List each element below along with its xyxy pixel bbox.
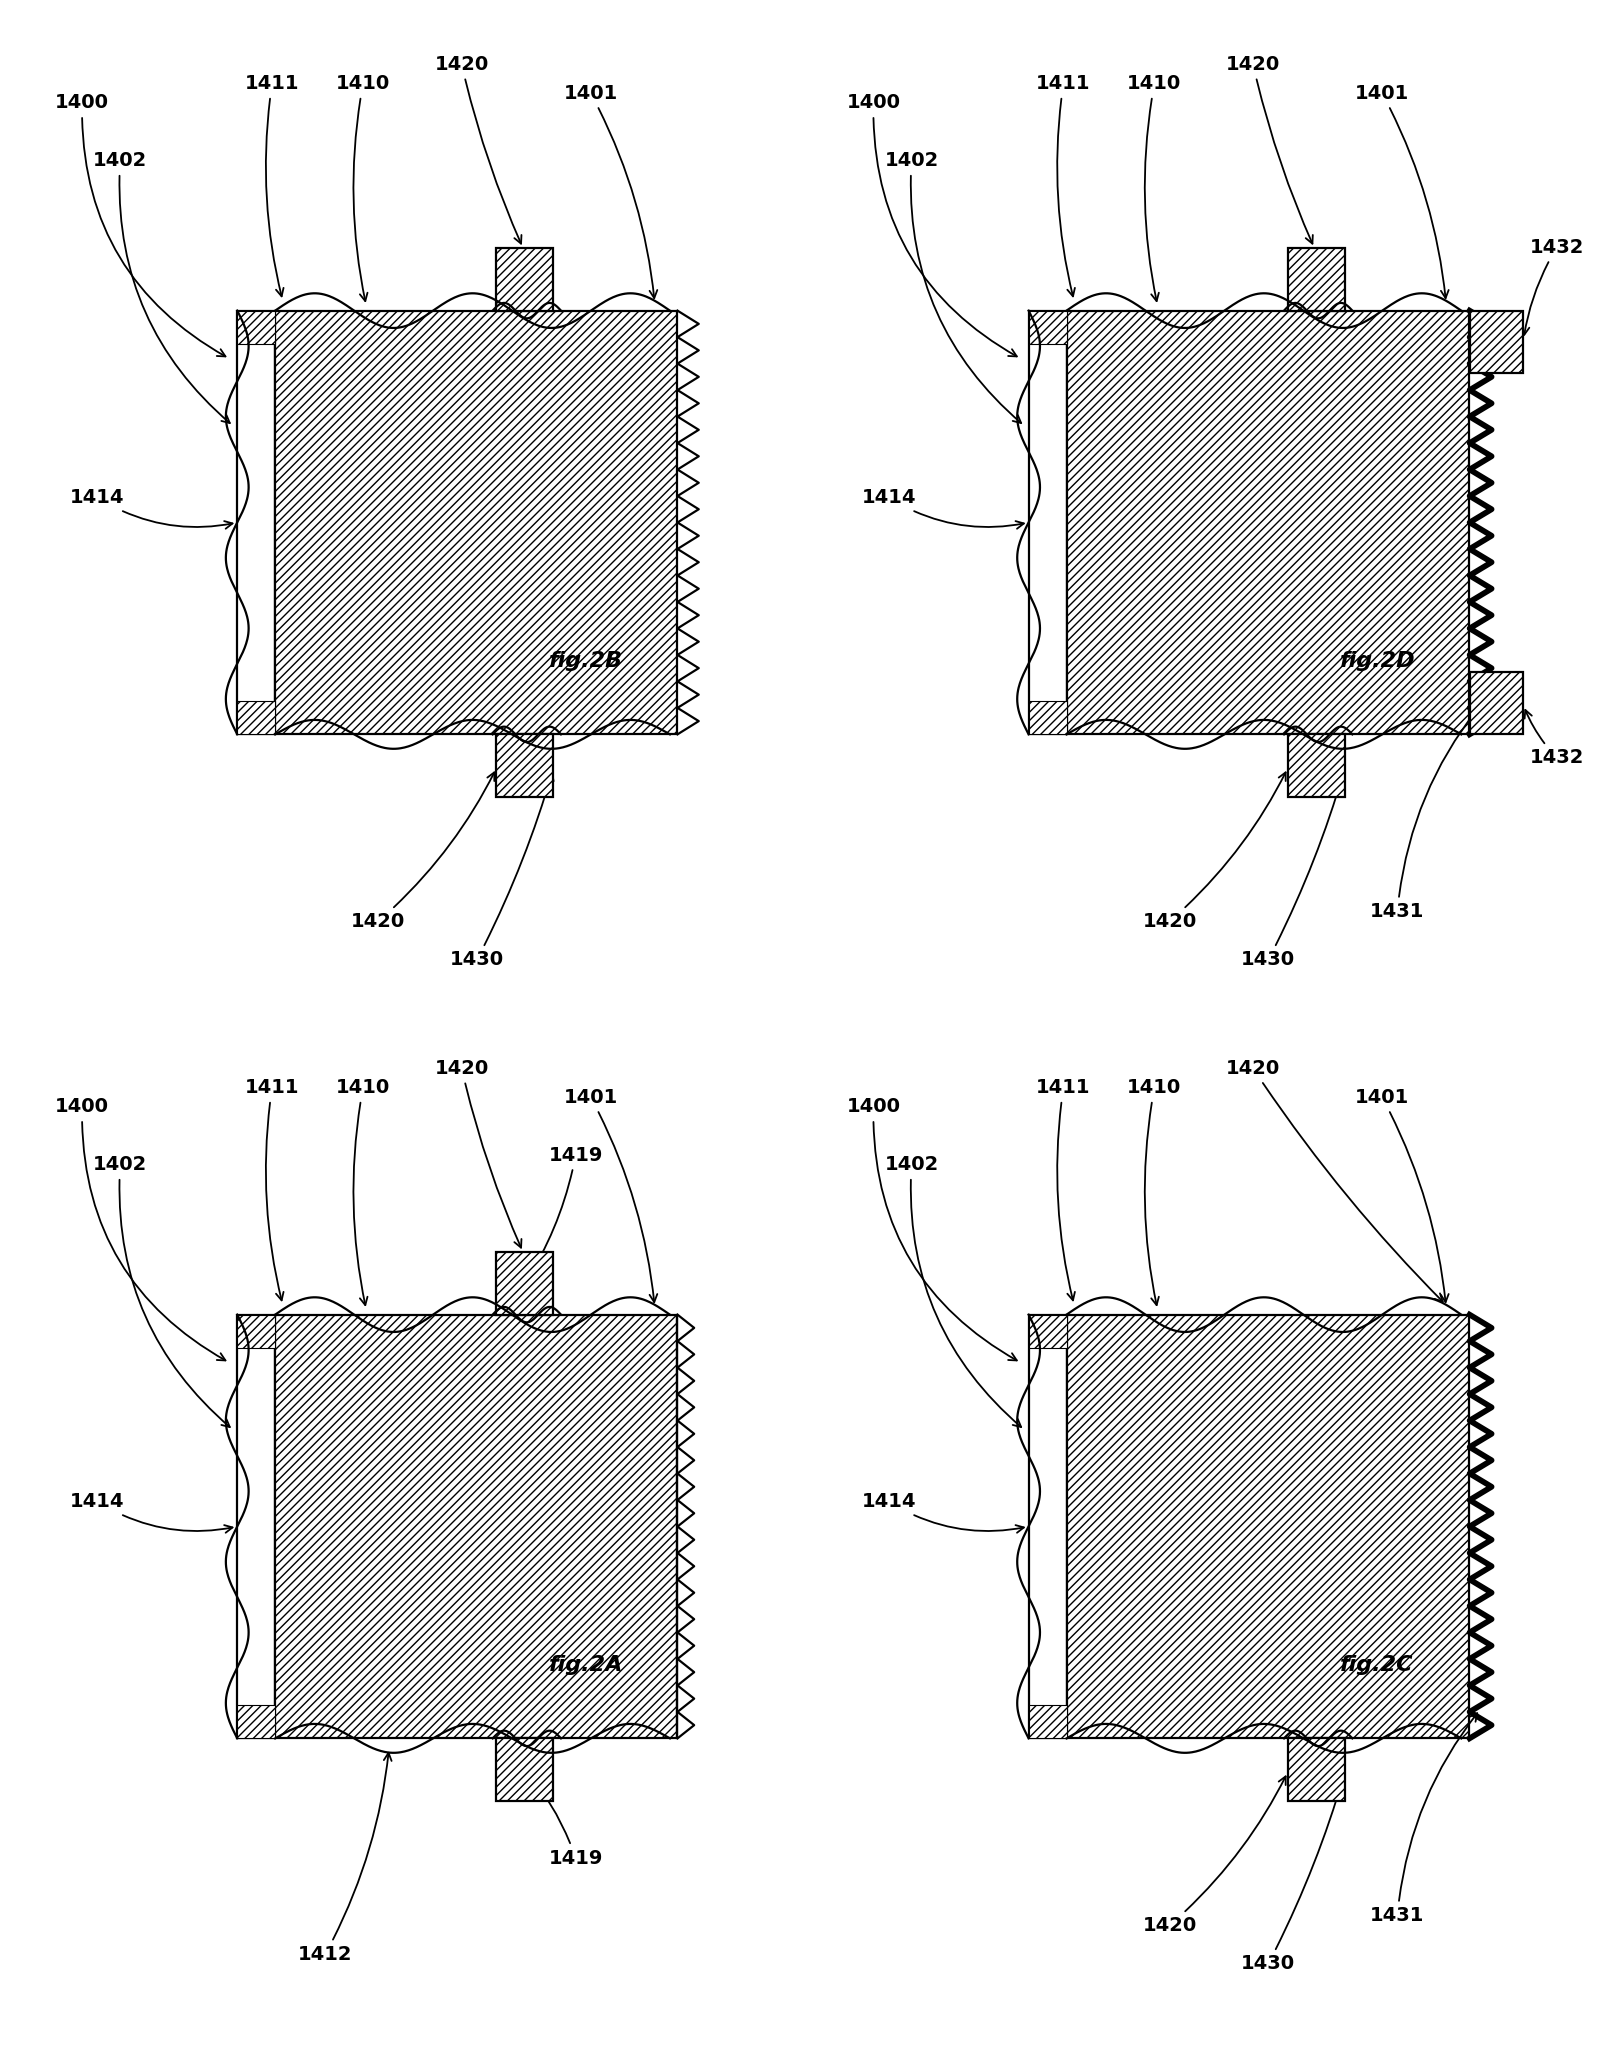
- Text: 1401: 1401: [1354, 1088, 1448, 1303]
- Bar: [1469, 311, 1522, 373]
- Text: 1402: 1402: [884, 1156, 1020, 1426]
- Bar: [1286, 734, 1344, 797]
- FancyBboxPatch shape: [1028, 311, 1065, 734]
- Text: 1430: 1430: [1240, 772, 1344, 969]
- Text: 1411: 1411: [245, 1078, 299, 1301]
- Text: 1414: 1414: [862, 1492, 1023, 1533]
- Text: 1420: 1420: [1141, 772, 1285, 930]
- Text: 1420: 1420: [350, 772, 494, 930]
- Text: 1411: 1411: [1036, 74, 1089, 297]
- Bar: [495, 734, 554, 797]
- Text: 1432: 1432: [1524, 709, 1583, 766]
- Bar: [1065, 1315, 1467, 1738]
- Text: 1410: 1410: [1127, 1078, 1181, 1305]
- Bar: [237, 1315, 274, 1348]
- Text: 1419: 1419: [526, 1770, 602, 1867]
- Text: 1410: 1410: [336, 74, 391, 301]
- FancyBboxPatch shape: [237, 311, 274, 734]
- Bar: [274, 311, 678, 734]
- Text: 1400: 1400: [55, 1098, 226, 1361]
- Text: 1410: 1410: [336, 1078, 391, 1305]
- Text: 1401: 1401: [563, 1088, 657, 1303]
- Text: 1401: 1401: [563, 84, 657, 299]
- Text: 1420: 1420: [1225, 55, 1312, 244]
- Text: 1410: 1410: [1127, 74, 1181, 301]
- Text: 1400: 1400: [846, 1098, 1017, 1361]
- Text: 1414: 1414: [71, 488, 232, 529]
- Text: 1401: 1401: [1354, 84, 1448, 299]
- Text: 1430: 1430: [1240, 1776, 1344, 1973]
- Text: 1400: 1400: [846, 94, 1017, 357]
- Text: 1412: 1412: [299, 1752, 391, 1963]
- Bar: [495, 248, 554, 311]
- Bar: [1028, 701, 1065, 734]
- Text: fig.2C: fig.2C: [1340, 1656, 1412, 1674]
- Text: 1431: 1431: [1369, 709, 1477, 922]
- Text: 1420: 1420: [434, 1059, 521, 1248]
- Text: 1420: 1420: [434, 55, 521, 244]
- Bar: [274, 1315, 678, 1738]
- Bar: [1286, 1738, 1344, 1801]
- Text: 1420: 1420: [1141, 1776, 1285, 1934]
- Bar: [237, 701, 274, 734]
- Text: fig.2A: fig.2A: [549, 1656, 623, 1674]
- Bar: [495, 1252, 554, 1315]
- Text: 1411: 1411: [1036, 1078, 1089, 1301]
- Text: 1430: 1430: [449, 772, 554, 969]
- Text: 1420: 1420: [1225, 1059, 1441, 1301]
- Text: 1414: 1414: [71, 1492, 232, 1533]
- Bar: [237, 1705, 274, 1738]
- Bar: [1469, 672, 1522, 734]
- Text: fig.2D: fig.2D: [1340, 652, 1414, 670]
- Bar: [1028, 1315, 1065, 1348]
- Text: 1419: 1419: [525, 1145, 602, 1283]
- FancyBboxPatch shape: [1028, 1315, 1065, 1738]
- Text: 1402: 1402: [94, 1156, 229, 1426]
- Bar: [1286, 248, 1344, 311]
- Text: 1402: 1402: [94, 152, 229, 422]
- Text: fig.2B: fig.2B: [549, 652, 621, 670]
- Text: 1400: 1400: [55, 94, 226, 357]
- Text: 1431: 1431: [1369, 1713, 1477, 1926]
- Text: 1411: 1411: [245, 74, 299, 297]
- Text: 1414: 1414: [862, 488, 1023, 529]
- Text: 1402: 1402: [884, 152, 1020, 422]
- Bar: [1028, 1705, 1065, 1738]
- FancyBboxPatch shape: [237, 1315, 274, 1738]
- Bar: [1065, 311, 1467, 734]
- Text: 1432: 1432: [1520, 238, 1583, 334]
- Bar: [1028, 311, 1065, 344]
- Bar: [237, 311, 274, 344]
- Bar: [495, 1738, 554, 1801]
